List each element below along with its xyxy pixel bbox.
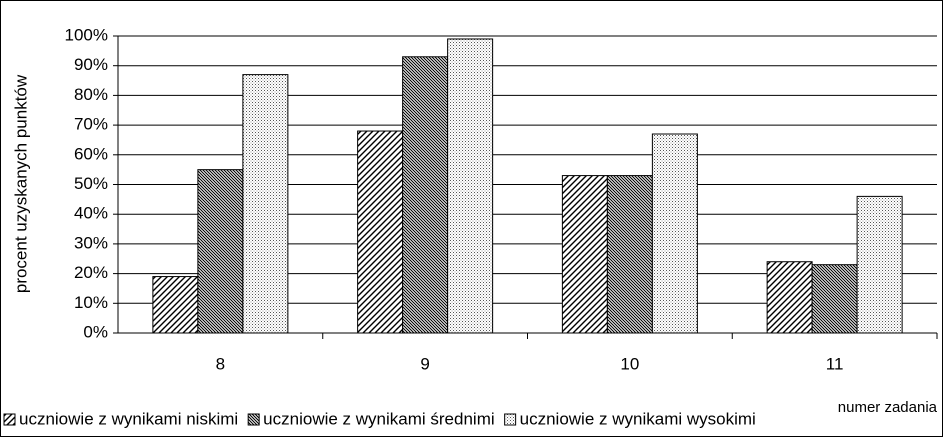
- bar: [811, 264, 858, 334]
- bar: [242, 74, 289, 334]
- bar: [152, 276, 199, 334]
- bar: [856, 195, 903, 334]
- y-tick-label: 100%: [65, 25, 108, 44]
- y-tick-label: 70%: [74, 115, 108, 134]
- y-tick-label: 10%: [74, 293, 108, 312]
- y-tick-label: 90%: [74, 55, 108, 74]
- bar: [766, 261, 813, 334]
- bar: [197, 169, 244, 334]
- legend-label: uczniowie z wynikami wysokimi: [520, 409, 756, 428]
- legend-swatch: [3, 413, 16, 426]
- y-axis-label: procent uzyskanych punktów: [11, 74, 30, 293]
- legend-swatch: [504, 413, 517, 426]
- x-tick-label: 9: [420, 354, 429, 373]
- y-tick-label: 40%: [74, 204, 108, 223]
- y-tick-label: 60%: [74, 144, 108, 163]
- bar: [402, 56, 449, 334]
- y-tick-label: 0%: [83, 322, 108, 341]
- legend-label: uczniowie z wynikami średnimi: [263, 409, 494, 428]
- bar: [357, 130, 404, 334]
- x-axis-label: numer zadania: [838, 399, 938, 416]
- y-tick-label: 50%: [74, 174, 108, 193]
- y-tick-label: 80%: [74, 85, 108, 104]
- y-tick-label: 30%: [74, 233, 108, 252]
- legend-swatch: [247, 413, 260, 426]
- x-tick-label: 10: [620, 354, 639, 373]
- bar: [561, 175, 608, 334]
- bar: [606, 175, 653, 334]
- bar: [651, 133, 698, 334]
- bar: [447, 38, 494, 334]
- legend-label: uczniowie z wynikami niskimi: [19, 409, 238, 428]
- x-tick-label: 11: [826, 354, 844, 373]
- y-tick-label: 20%: [74, 263, 108, 282]
- x-tick-label: 8: [216, 354, 225, 373]
